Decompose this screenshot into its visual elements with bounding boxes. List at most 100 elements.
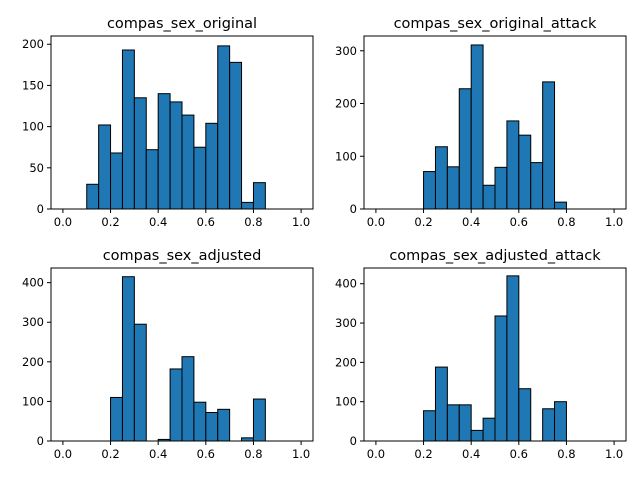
histogram-bar — [121, 276, 135, 442]
x-tick-label: 0.6 — [510, 215, 528, 229]
x-tick-label: 0.4 — [462, 215, 480, 229]
histogram-bar — [446, 404, 460, 442]
axes-frame — [50, 35, 314, 210]
histogram-bar — [181, 114, 195, 210]
histogram-bar — [181, 356, 195, 442]
subplot-4: 0.0 0.2 0.4 0.6 0.8 1.0 0 100 200 300 400 compas_se… — [335, 248, 627, 461]
x-tick-label: 0.4 — [149, 215, 167, 229]
x-tick-label: 0.6 — [197, 447, 215, 461]
histogram-bar — [434, 366, 448, 442]
y-tick-label: 150 — [22, 78, 44, 92]
histogram-bar — [458, 88, 472, 210]
x-tick-label: 0.2 — [414, 215, 432, 229]
histogram-bar — [554, 201, 567, 210]
x-tick-label: 0.0 — [367, 215, 385, 229]
histogram-bar — [157, 93, 171, 210]
histogram-bar — [133, 323, 147, 442]
subplot-3: 0.0 0.2 0.4 0.6 0.8 1.0 0 100 200 300 400 compas_se… — [22, 248, 314, 461]
subplot-1: 0.0 0.2 0.4 0.6 0.8 1.0 0 50 100 150 200 compas_sex… — [22, 16, 314, 229]
histogram-bar — [482, 417, 496, 442]
histogram-bar — [252, 182, 266, 210]
x-tick-label: 0.2 — [414, 447, 432, 461]
subplot-title: compas_sex_adjusted_attack — [389, 248, 601, 264]
histogram-bar — [193, 401, 207, 442]
axes-frame — [50, 267, 314, 442]
histogram-bar — [121, 49, 135, 210]
histogram-bar — [169, 368, 183, 442]
histogram-bar — [470, 44, 484, 210]
histogram-bar — [494, 166, 508, 210]
histogram-bar — [423, 410, 436, 442]
x-tick-label: 0.0 — [367, 447, 385, 461]
histogram-bar — [434, 146, 448, 210]
histogram-bar — [458, 404, 472, 442]
x-tick-label: 0.8 — [557, 447, 575, 461]
y-tick-label: 100 — [22, 120, 44, 134]
histogram-bar — [530, 162, 544, 210]
axes-frame — [363, 35, 627, 210]
y-tick-label: 400 — [22, 276, 44, 290]
histogram-bar — [494, 315, 508, 442]
x-tick-label: 1.0 — [292, 215, 310, 229]
y-tick-label: 300 — [335, 316, 357, 330]
histogram-bar — [506, 120, 520, 210]
histogram-bar — [554, 401, 567, 442]
histogram-bar — [110, 152, 123, 210]
x-tick-label: 0.0 — [54, 215, 72, 229]
x-tick-label: 0.8 — [244, 447, 262, 461]
histogram-bar — [542, 408, 556, 442]
x-tick-label: 0.6 — [510, 447, 528, 461]
y-tick-label: 100 — [335, 395, 357, 409]
histogram-bar — [205, 411, 219, 442]
histogram-bar — [252, 398, 266, 442]
histogram-bar — [98, 124, 112, 210]
axes-frame — [363, 267, 627, 442]
histogram-bar — [169, 101, 183, 210]
x-tick-label: 0.6 — [197, 215, 215, 229]
histogram-bar — [446, 166, 460, 210]
x-tick-label: 1.0 — [605, 447, 623, 461]
x-tick-label: 0.0 — [54, 447, 72, 461]
histogram-bar — [470, 429, 484, 442]
y-tick-label: 100 — [335, 149, 357, 163]
y-tick-label: 200 — [22, 37, 44, 51]
y-tick-label: 0 — [350, 434, 357, 448]
y-tick-label: 100 — [22, 394, 44, 408]
histogram-bar — [506, 275, 520, 442]
x-tick-label: 1.0 — [605, 215, 623, 229]
y-tick-label: 0 — [37, 202, 44, 216]
histogram-bar — [86, 183, 100, 210]
histogram-bar — [542, 81, 556, 210]
histogram-bar — [518, 134, 532, 210]
histogram-bar — [241, 201, 254, 210]
subplot-title: compas_sex_original — [107, 16, 257, 32]
histogram-bar — [229, 61, 243, 210]
x-tick-label: 0.2 — [101, 215, 119, 229]
histogram-bar — [110, 396, 123, 442]
histogram-bar — [205, 122, 219, 210]
x-tick-label: 0.8 — [557, 215, 575, 229]
x-tick-label: 0.8 — [244, 215, 262, 229]
y-tick-label: 50 — [29, 161, 44, 175]
y-tick-label: 400 — [335, 277, 357, 291]
y-tick-label: 300 — [22, 315, 44, 329]
histogram-bar — [217, 45, 231, 210]
histogram-bar — [482, 184, 496, 210]
x-tick-label: 0.4 — [462, 447, 480, 461]
histogram-bar — [217, 408, 231, 442]
histogram-bar — [423, 171, 436, 210]
y-tick-label: 300 — [335, 44, 357, 58]
y-tick-label: 200 — [22, 355, 44, 369]
histogram-bar — [133, 97, 147, 210]
y-tick-label: 200 — [335, 97, 357, 111]
subplot-title: compas_sex_original_attack — [394, 16, 597, 32]
y-tick-label: 0 — [350, 202, 357, 216]
x-tick-label: 1.0 — [292, 447, 310, 461]
x-tick-label: 0.2 — [101, 447, 119, 461]
y-tick-label: 200 — [335, 355, 357, 369]
subplot-title: compas_sex_adjusted — [103, 248, 262, 264]
histogram-bar — [518, 388, 532, 442]
histogram-bar — [193, 146, 207, 210]
x-tick-label: 0.4 — [149, 447, 167, 461]
